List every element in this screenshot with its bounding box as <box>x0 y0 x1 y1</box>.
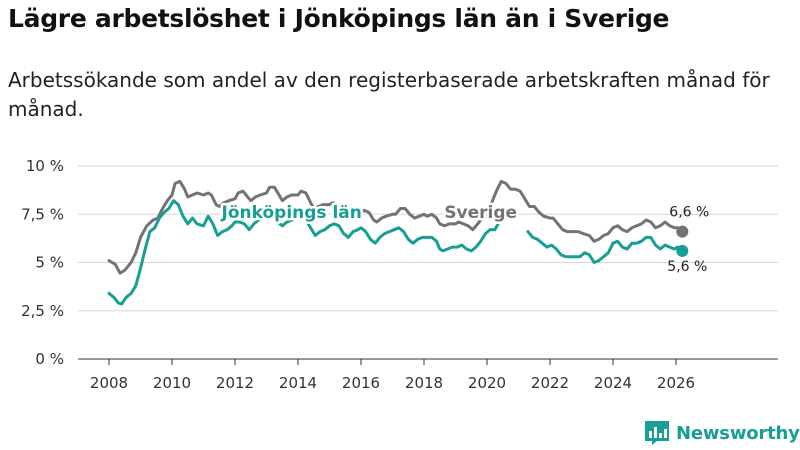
newsworthy-logo-icon <box>645 421 669 445</box>
series-line-jonkoping-cont <box>526 230 684 264</box>
x-tick-label: 2010 <box>153 374 191 392</box>
chart-subtitle: Arbetssökande som andel av den registerb… <box>8 68 770 121</box>
brand-name: Newsworthy <box>676 422 800 444</box>
series-line-sverige <box>107 179 684 275</box>
series-labels: 6,6 % 5,6 % Jönköpings län Sverige <box>218 201 709 275</box>
x-tick-label: 2026 <box>657 374 695 392</box>
end-point-jonkoping <box>676 244 689 257</box>
x-tick-label: 2008 <box>90 374 128 392</box>
series-label-sverige: Sverige <box>444 203 517 223</box>
x-axis-ticks: 2008 2010 2012 2014 2016 2018 2020 2022 2024 2026 <box>90 359 695 392</box>
y-tick-label: 2,5 % <box>21 302 64 320</box>
end-label-jonkoping: 5,6 % <box>667 259 707 275</box>
x-tick-label: 2018 <box>405 374 443 392</box>
y-tick-label: 0 % <box>35 350 64 368</box>
newsworthy-logo[interactable]: Newsworthy <box>644 419 800 447</box>
x-tick-label: 2016 <box>342 374 380 392</box>
end-point-sverige <box>676 225 689 238</box>
y-tick-label: 10 % <box>26 157 64 175</box>
x-tick-label: 2022 <box>531 374 569 392</box>
y-tick-label: 7,5 % <box>21 205 64 223</box>
y-axis-ticks: 0 % 2,5 % 5 % 7,5 % 10 % <box>21 157 64 368</box>
x-tick-label: 2012 <box>216 374 254 392</box>
series-lines <box>107 179 689 306</box>
series-label-jonkoping: Jönköpings län <box>221 203 362 223</box>
x-tick-label: 2024 <box>594 374 632 392</box>
y-tick-label: 5 % <box>35 254 64 272</box>
x-tick-label: 2020 <box>468 374 506 392</box>
end-label-sverige: 6,6 % <box>669 205 709 221</box>
series-line-jonkoping <box>107 199 500 306</box>
chart-title: Lägre arbetslöshet i Jönköpings län än i… <box>8 4 670 33</box>
x-tick-label: 2014 <box>279 374 317 392</box>
